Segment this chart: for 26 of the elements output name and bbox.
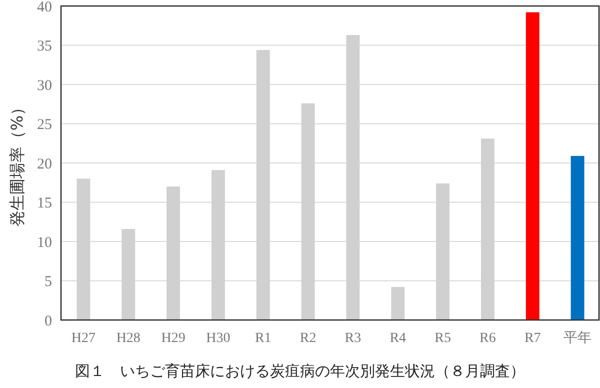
x-tick-label: R6: [480, 331, 496, 346]
x-tick-label: R2: [300, 331, 316, 346]
y-tick-label: 40: [37, 0, 52, 16]
x-tick-label: H28: [116, 331, 140, 346]
y-tick-label: 30: [37, 78, 52, 94]
y-tick-label: 15: [37, 196, 52, 212]
x-tick-label: R4: [390, 331, 406, 346]
y-tick-label: 5: [44, 274, 52, 290]
x-tick-label: H29: [161, 331, 186, 346]
y-tick-label: 0: [44, 313, 52, 330]
x-tick-label: H30: [206, 331, 230, 346]
bar: [570, 156, 584, 320]
x-tick-label: H27: [71, 331, 96, 346]
bar: [391, 287, 405, 320]
bar: [526, 12, 540, 320]
x-tick-label: R5: [434, 331, 451, 346]
x-tick-label: 平年: [564, 330, 592, 346]
x-tick-label: R1: [254, 331, 272, 346]
y-axis-title: 発生圃場率（%）: [8, 99, 27, 227]
y-tick-label: 20: [37, 156, 52, 172]
y-tick-label: 25: [37, 117, 52, 133]
x-tick-label: R3: [344, 331, 362, 346]
caption: 図１ いちご育苗床における炭疽病の年次別発生状況（８月調査）: [75, 363, 525, 380]
x-tick-label: R7: [524, 331, 541, 346]
y-tick-label: 35: [37, 38, 52, 54]
y-tick-label: 10: [37, 234, 52, 251]
